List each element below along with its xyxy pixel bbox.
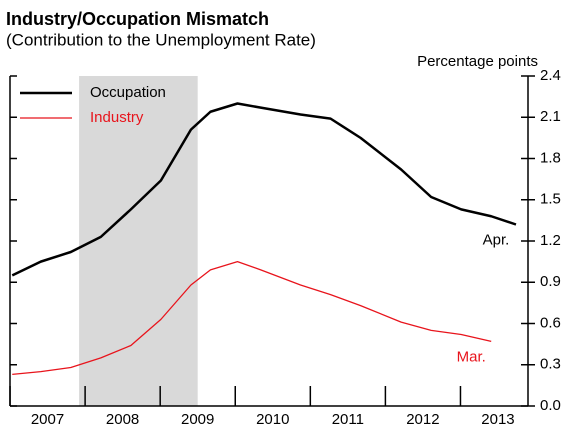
y-tick-label: 1.2 <box>540 232 561 249</box>
legend-label: Industry <box>90 109 144 126</box>
x-tick-label: 2008 <box>106 411 139 428</box>
legend-label: Occupation <box>90 84 166 101</box>
series-line <box>11 102 517 277</box>
y-tick-label: 1.8 <box>540 149 561 166</box>
x-tick-label: 2010 <box>256 411 289 428</box>
y-tick-label: 0.3 <box>540 356 561 373</box>
x-tick-label: 2007 <box>31 411 64 428</box>
y-tick-label: 2.4 <box>540 67 561 84</box>
series-line <box>12 260 492 376</box>
end-label: Mar. <box>457 348 486 365</box>
chart-title: Industry/Occupation Mismatch <box>6 9 269 29</box>
recession-shade <box>79 76 198 406</box>
y-axis-label: Percentage points <box>417 53 538 70</box>
y-tick-label: 0.9 <box>540 273 561 290</box>
y-tick-label: 1.5 <box>540 191 561 208</box>
end-label: Apr. <box>483 231 510 248</box>
x-tick-label: 2012 <box>406 411 439 428</box>
x-tick-label: 2013 <box>481 411 514 428</box>
y-tick-label: 0.6 <box>540 314 561 331</box>
x-tick-label: 2011 <box>332 411 364 428</box>
chart-subtitle: (Contribution to the Unemployment Rate) <box>6 30 316 49</box>
y-tick-label: 0.0 <box>540 397 561 414</box>
x-tick-label: 2009 <box>181 411 214 428</box>
y-tick-label: 2.1 <box>540 108 561 125</box>
